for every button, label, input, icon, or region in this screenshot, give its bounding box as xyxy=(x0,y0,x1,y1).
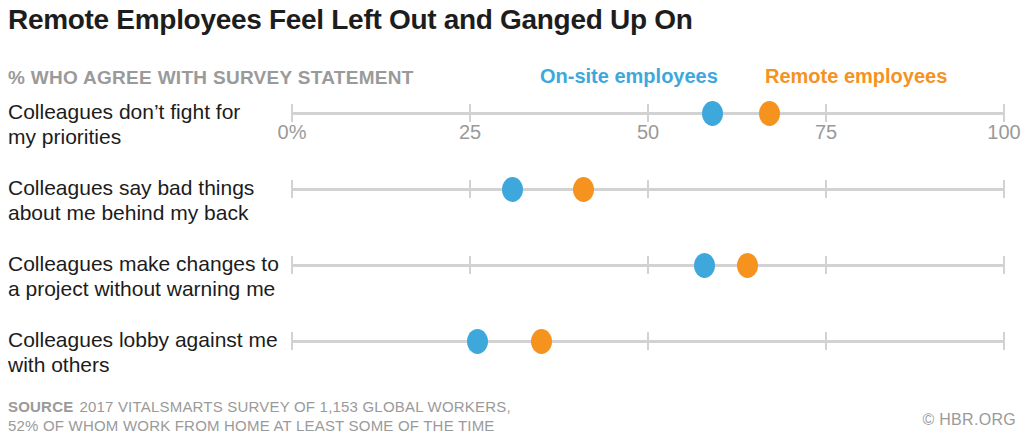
dot-remote xyxy=(759,101,780,126)
axis-tick-label: 100 xyxy=(974,121,1024,144)
dot-remote xyxy=(737,253,758,278)
axis-tick xyxy=(825,256,827,274)
copyright-hbr: © HBR.ORG xyxy=(922,411,1016,429)
axis-tick xyxy=(825,104,827,122)
dot-onsite xyxy=(467,329,488,354)
axis-tick xyxy=(825,332,827,350)
axis-tick-label: 0% xyxy=(262,121,322,144)
source-line1: 2017 VITALSMARTS SURVEY OF 1,153 GLOBAL … xyxy=(79,398,510,415)
axis-tick xyxy=(469,104,471,122)
page-title: Remote Employees Feel Left Out and Gange… xyxy=(8,4,1008,36)
axis-tick xyxy=(291,104,293,122)
source-note: SOURCE 2017 VITALSMARTS SURVEY OF 1,153 G… xyxy=(8,397,528,435)
legend-item-onsite: On-site employees xyxy=(540,65,718,88)
axis-tick xyxy=(1003,256,1005,274)
source-line2: 52% OF WHOM WORK FROM HOME AT LEAST SOME… xyxy=(8,417,495,434)
axis-tick xyxy=(647,104,649,122)
axis-tick xyxy=(1003,180,1005,198)
dot-remote xyxy=(573,177,594,202)
category-label: Colleagues don’t fight formy priorities xyxy=(8,99,292,149)
axis-tick xyxy=(647,180,649,198)
axis-tick xyxy=(291,256,293,274)
axis-tick xyxy=(647,332,649,350)
axis-tick xyxy=(825,180,827,198)
axis-tick xyxy=(469,256,471,274)
axis-tick xyxy=(1003,104,1005,122)
category-label: Colleagues say bad thingsabout me behind… xyxy=(8,175,292,225)
legend-item-remote: Remote employees xyxy=(765,65,947,88)
dot-onsite xyxy=(702,101,723,126)
category-label: Colleagues make changes toa project with… xyxy=(8,251,292,301)
axis-tick xyxy=(291,332,293,350)
dot-onsite xyxy=(502,177,523,202)
axis-tick-label: 25 xyxy=(440,121,500,144)
dot-remote xyxy=(531,329,552,354)
category-label: Colleagues lobby against mewith others xyxy=(8,327,292,377)
dot-onsite xyxy=(694,253,715,278)
axis-tick-label: 50 xyxy=(618,121,678,144)
axis-tick xyxy=(469,180,471,198)
axis-tick xyxy=(1003,332,1005,350)
axis-tick xyxy=(647,256,649,274)
chart-subtitle: % WHO AGREE WITH SURVEY STATEMENT xyxy=(8,67,414,89)
axis-tick xyxy=(291,180,293,198)
chart-figure: Remote Employees Feel Left Out and Gange… xyxy=(0,0,1024,440)
axis-tick-label: 75 xyxy=(796,121,856,144)
source-label: SOURCE xyxy=(8,398,73,415)
